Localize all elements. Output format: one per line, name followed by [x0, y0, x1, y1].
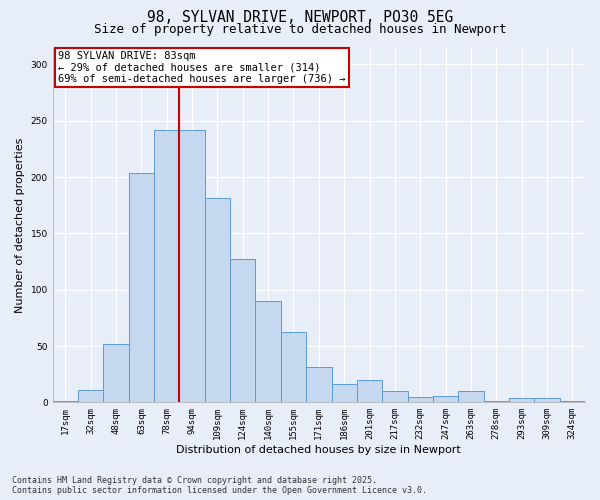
Bar [560, 401, 585, 402]
Bar [179, 130, 205, 402]
Bar [382, 391, 407, 402]
Bar [357, 380, 382, 402]
Bar [129, 172, 154, 402]
Bar [332, 384, 357, 402]
Text: Contains HM Land Registry data © Crown copyright and database right 2025.
Contai: Contains HM Land Registry data © Crown c… [12, 476, 427, 495]
X-axis label: Distribution of detached houses by size in Newport: Distribution of detached houses by size … [176, 445, 461, 455]
Bar [281, 332, 306, 402]
Bar [205, 198, 230, 402]
Bar [407, 396, 433, 402]
Bar [154, 130, 179, 402]
Bar [458, 391, 484, 402]
Bar [103, 344, 129, 403]
Bar [306, 368, 332, 402]
Bar [535, 398, 560, 402]
Bar [433, 396, 458, 402]
Text: Size of property relative to detached houses in Newport: Size of property relative to detached ho… [94, 22, 506, 36]
Bar [484, 401, 509, 402]
Text: 98 SYLVAN DRIVE: 83sqm
← 29% of detached houses are smaller (314)
69% of semi-de: 98 SYLVAN DRIVE: 83sqm ← 29% of detached… [58, 51, 346, 84]
Bar [256, 301, 281, 402]
Bar [230, 260, 256, 402]
Y-axis label: Number of detached properties: Number of detached properties [15, 137, 25, 312]
Bar [509, 398, 535, 402]
Bar [53, 401, 78, 402]
Text: 98, SYLVAN DRIVE, NEWPORT, PO30 5EG: 98, SYLVAN DRIVE, NEWPORT, PO30 5EG [147, 10, 453, 25]
Bar [78, 390, 103, 402]
